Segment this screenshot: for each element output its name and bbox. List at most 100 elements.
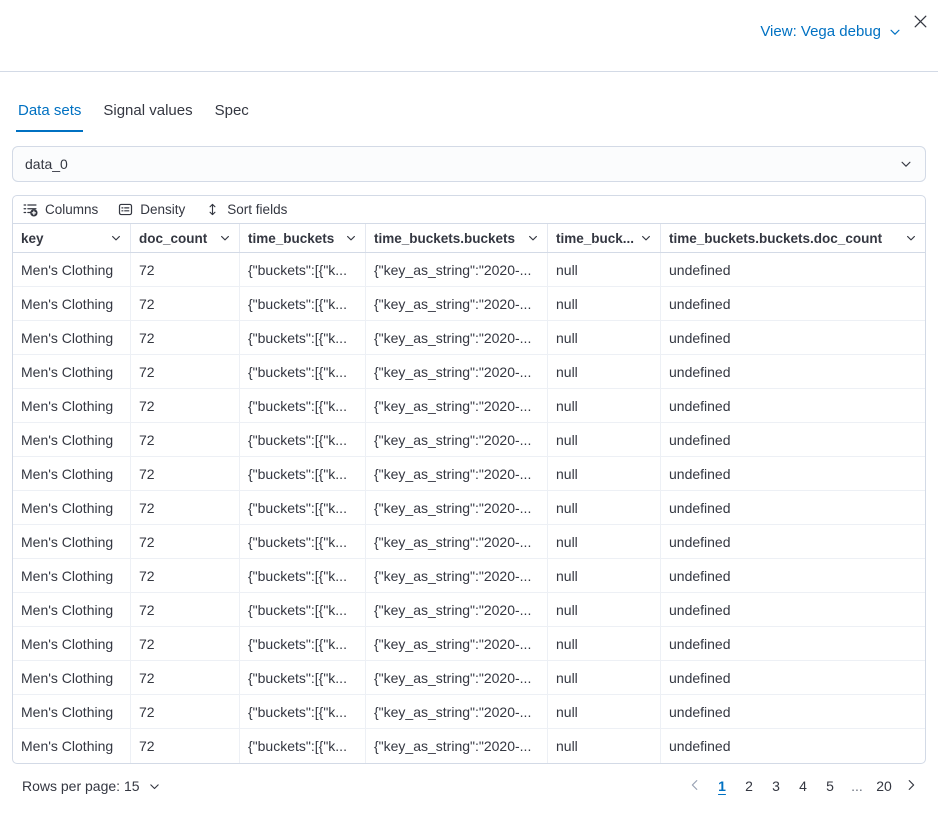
- table-cell[interactable]: Men's Clothing: [13, 491, 131, 524]
- tab-spec[interactable]: Spec: [214, 102, 249, 119]
- chevron-right-icon[interactable]: [898, 776, 924, 797]
- table-cell[interactable]: 72: [131, 695, 240, 728]
- table-cell[interactable]: undefined: [669, 499, 731, 516]
- table-cell[interactable]: null: [548, 559, 661, 592]
- table-cell[interactable]: {"buckets":[{"k...: [240, 593, 366, 626]
- column-header[interactable]: key: [13, 224, 131, 252]
- table-cell[interactable]: null: [548, 287, 661, 320]
- column-header[interactable]: time_buck...: [548, 224, 661, 252]
- table-cell[interactable]: 72: [131, 559, 240, 592]
- table-cell[interactable]: {"key_as_string":"2020-...: [366, 253, 548, 286]
- column-header[interactable]: time_buckets.buckets.doc_count: [661, 224, 925, 252]
- view-mode-dropdown[interactable]: View: Vega debug: [760, 23, 902, 40]
- table-cell[interactable]: 72: [131, 627, 240, 660]
- table-cell[interactable]: {"key_as_string":"2020-...: [366, 321, 548, 354]
- tab-data-sets[interactable]: Data sets: [16, 102, 84, 132]
- table-cell[interactable]: {"key_as_string":"2020-...: [366, 525, 548, 558]
- table-cell[interactable]: null: [548, 491, 661, 524]
- table-cell[interactable]: null: [548, 355, 661, 388]
- table-cell[interactable]: undefined: [669, 738, 731, 754]
- table-cell[interactable]: Men's Clothing: [13, 321, 131, 354]
- table-cell[interactable]: {"buckets":[{"k...: [240, 321, 366, 354]
- table-cell[interactable]: null: [548, 661, 661, 694]
- table-cell[interactable]: undefined: [669, 363, 731, 380]
- table-cell[interactable]: 72: [131, 729, 240, 763]
- table-cell[interactable]: {"buckets":[{"k...: [240, 287, 366, 320]
- pagination-page-5[interactable]: 5: [826, 778, 834, 794]
- pagination-page-1[interactable]: 1: [718, 778, 726, 794]
- table-cell[interactable]: {"key_as_string":"2020-...: [366, 593, 548, 626]
- table-cell[interactable]: {"buckets":[{"k...: [240, 491, 366, 524]
- columns-button[interactable]: Columns: [23, 202, 98, 217]
- table-cell[interactable]: {"buckets":[{"k...: [240, 695, 366, 728]
- dataset-select[interactable]: data_0: [12, 146, 926, 182]
- rows-per-page-button[interactable]: Rows per page: 15: [22, 778, 161, 794]
- table-cell[interactable]: {"buckets":[{"k...: [240, 559, 366, 592]
- table-cell[interactable]: undefined: [669, 635, 731, 652]
- table-cell[interactable]: {"key_as_string":"2020-...: [366, 627, 548, 660]
- table-cell[interactable]: Men's Clothing: [13, 253, 131, 286]
- table-cell[interactable]: Men's Clothing: [13, 627, 131, 660]
- table-cell[interactable]: 72: [131, 661, 240, 694]
- table-cell[interactable]: undefined: [669, 703, 731, 720]
- table-cell[interactable]: undefined: [669, 465, 731, 482]
- table-cell[interactable]: null: [548, 627, 661, 660]
- table-cell[interactable]: 72: [131, 525, 240, 558]
- table-cell[interactable]: {"key_as_string":"2020-...: [366, 287, 548, 320]
- table-cell[interactable]: 72: [131, 423, 240, 456]
- table-cell[interactable]: null: [548, 457, 661, 490]
- table-cell[interactable]: undefined: [669, 669, 731, 686]
- table-cell[interactable]: Men's Clothing: [13, 593, 131, 626]
- table-cell[interactable]: undefined: [669, 601, 731, 618]
- table-cell[interactable]: Men's Clothing: [13, 423, 131, 456]
- sort-fields-button[interactable]: Sort fields: [205, 202, 287, 217]
- table-cell[interactable]: {"buckets":[{"k...: [240, 729, 366, 763]
- table-cell[interactable]: {"buckets":[{"k...: [240, 661, 366, 694]
- pagination-page-2[interactable]: 2: [745, 778, 753, 794]
- table-cell[interactable]: Men's Clothing: [13, 355, 131, 388]
- table-cell[interactable]: 72: [131, 253, 240, 286]
- table-cell[interactable]: Men's Clothing: [13, 559, 131, 592]
- table-cell[interactable]: {"key_as_string":"2020-...: [366, 559, 548, 592]
- column-header[interactable]: doc_count: [131, 224, 240, 252]
- table-cell[interactable]: undefined: [669, 295, 731, 312]
- table-cell[interactable]: null: [548, 253, 661, 286]
- table-cell[interactable]: Men's Clothing: [13, 729, 131, 763]
- table-cell[interactable]: 72: [131, 389, 240, 422]
- table-cell[interactable]: 72: [131, 593, 240, 626]
- table-cell[interactable]: {"key_as_string":"2020-...: [366, 695, 548, 728]
- table-cell[interactable]: null: [548, 525, 661, 558]
- table-cell[interactable]: undefined: [669, 533, 731, 550]
- density-button[interactable]: Density: [118, 202, 185, 217]
- table-cell[interactable]: undefined: [669, 261, 731, 278]
- table-cell[interactable]: Men's Clothing: [13, 525, 131, 558]
- table-cell[interactable]: Men's Clothing: [13, 661, 131, 694]
- table-cell[interactable]: {"buckets":[{"k...: [240, 389, 366, 422]
- table-cell[interactable]: null: [548, 423, 661, 456]
- table-cell[interactable]: undefined: [669, 397, 731, 414]
- table-cell[interactable]: Men's Clothing: [13, 287, 131, 320]
- table-cell[interactable]: null: [548, 593, 661, 626]
- table-cell[interactable]: undefined: [669, 329, 731, 346]
- table-cell[interactable]: {"buckets":[{"k...: [240, 355, 366, 388]
- table-cell[interactable]: 72: [131, 457, 240, 490]
- table-cell[interactable]: undefined: [669, 567, 731, 584]
- table-cell[interactable]: {"key_as_string":"2020-...: [366, 491, 548, 524]
- chevron-left-icon[interactable]: [682, 776, 708, 797]
- pagination-page-4[interactable]: 4: [799, 778, 807, 794]
- table-cell[interactable]: null: [548, 389, 661, 422]
- table-cell[interactable]: 72: [131, 491, 240, 524]
- table-cell[interactable]: 72: [131, 321, 240, 354]
- table-cell[interactable]: {"key_as_string":"2020-...: [366, 355, 548, 388]
- table-cell[interactable]: undefined: [669, 431, 731, 448]
- table-cell[interactable]: {"key_as_string":"2020-...: [366, 457, 548, 490]
- table-cell[interactable]: 72: [131, 355, 240, 388]
- table-cell[interactable]: {"buckets":[{"k...: [240, 423, 366, 456]
- pagination-page-3[interactable]: 3: [772, 778, 780, 794]
- column-header[interactable]: time_buckets.buckets: [366, 224, 548, 252]
- tab-signal-values[interactable]: Signal values: [103, 102, 193, 119]
- table-cell[interactable]: Men's Clothing: [13, 695, 131, 728]
- table-cell[interactable]: null: [548, 321, 661, 354]
- table-cell[interactable]: {"buckets":[{"k...: [240, 253, 366, 286]
- table-cell[interactable]: {"key_as_string":"2020-...: [366, 423, 548, 456]
